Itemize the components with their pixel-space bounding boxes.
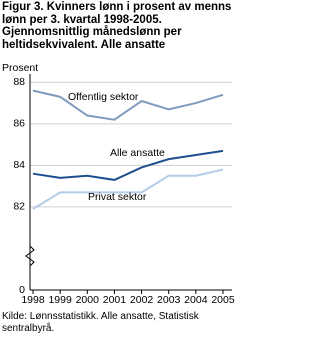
series-label: Privat sektor <box>88 191 147 203</box>
x-tick-label: 2000 <box>76 294 100 306</box>
x-tick-label: 2004 <box>184 294 208 306</box>
y-tick-label: 84 <box>13 159 25 171</box>
y-tick-label: 88 <box>13 76 25 88</box>
x-tick-label: 2005 <box>211 294 235 306</box>
series-label: Alle ansatte <box>110 147 165 159</box>
x-tick-label: 2002 <box>130 294 154 306</box>
x-tick-label: 1998 <box>21 294 45 306</box>
line-series <box>32 168 224 210</box>
x-tick-label: 2001 <box>103 294 127 306</box>
x-tick-label: 2003 <box>157 294 181 306</box>
y-tick-label: 0 <box>19 284 25 296</box>
line-series <box>32 149 224 181</box>
y-tick-label: 86 <box>13 118 25 130</box>
line-series <box>32 89 224 121</box>
page: Prosent 0 82 84 86 88 1998 1999 2000 2001 2002 200… <box>2 1 235 334</box>
chart-title: Figur 3. Kvinners lønn i prosent av menn… <box>2 1 232 51</box>
y-axis-label: Prosent <box>2 62 38 74</box>
x-tick-label: 1999 <box>48 294 72 306</box>
axis-break <box>25 245 35 267</box>
y-tick-label: 82 <box>13 201 25 213</box>
source-note: Kilde: Lønnsstatistikk. Alle ansatte, St… <box>2 311 199 334</box>
series-label: Offentlig sektor <box>68 91 139 103</box>
